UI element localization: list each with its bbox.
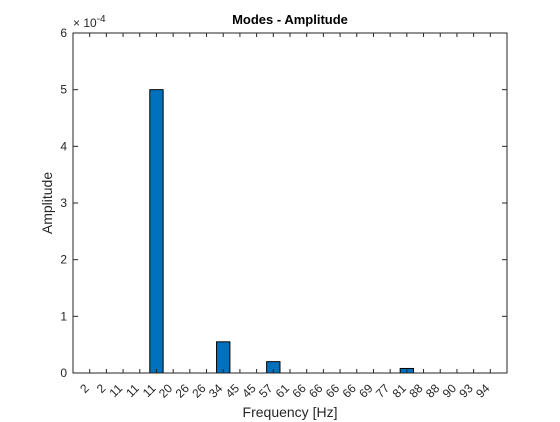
y-tick-label: 3 xyxy=(60,196,67,210)
y-tick-label: 5 xyxy=(60,83,67,97)
x-tick-label: 2 xyxy=(77,381,92,396)
y-tick-label: 6 xyxy=(60,26,67,40)
x-tick-label: 94 xyxy=(473,381,493,401)
bars xyxy=(149,89,415,374)
exponent-power: -4 xyxy=(97,14,106,25)
x-tick-label: 2 xyxy=(94,381,109,396)
bar xyxy=(216,341,231,374)
y-axis: 0 1 2 3 4 5 6 xyxy=(60,26,507,380)
axes-box xyxy=(72,32,508,374)
x-axis: 2 211111120262634454557616666666669778188… xyxy=(77,33,493,401)
y-axis-label: Amplitude xyxy=(39,172,55,234)
bar xyxy=(149,89,164,374)
y-tick-label: 4 xyxy=(60,139,67,153)
y-tick-label: 0 xyxy=(60,366,67,380)
x-axis-label: Frequency [Hz] xyxy=(243,404,338,420)
exponent-base: × 10 xyxy=(73,16,97,30)
y-tick-label: 2 xyxy=(60,253,67,267)
chart-title: Modes - Amplitude xyxy=(232,12,348,27)
y-axis-exponent: × 10-4 xyxy=(73,14,106,30)
y-tick-label: 1 xyxy=(60,309,67,323)
